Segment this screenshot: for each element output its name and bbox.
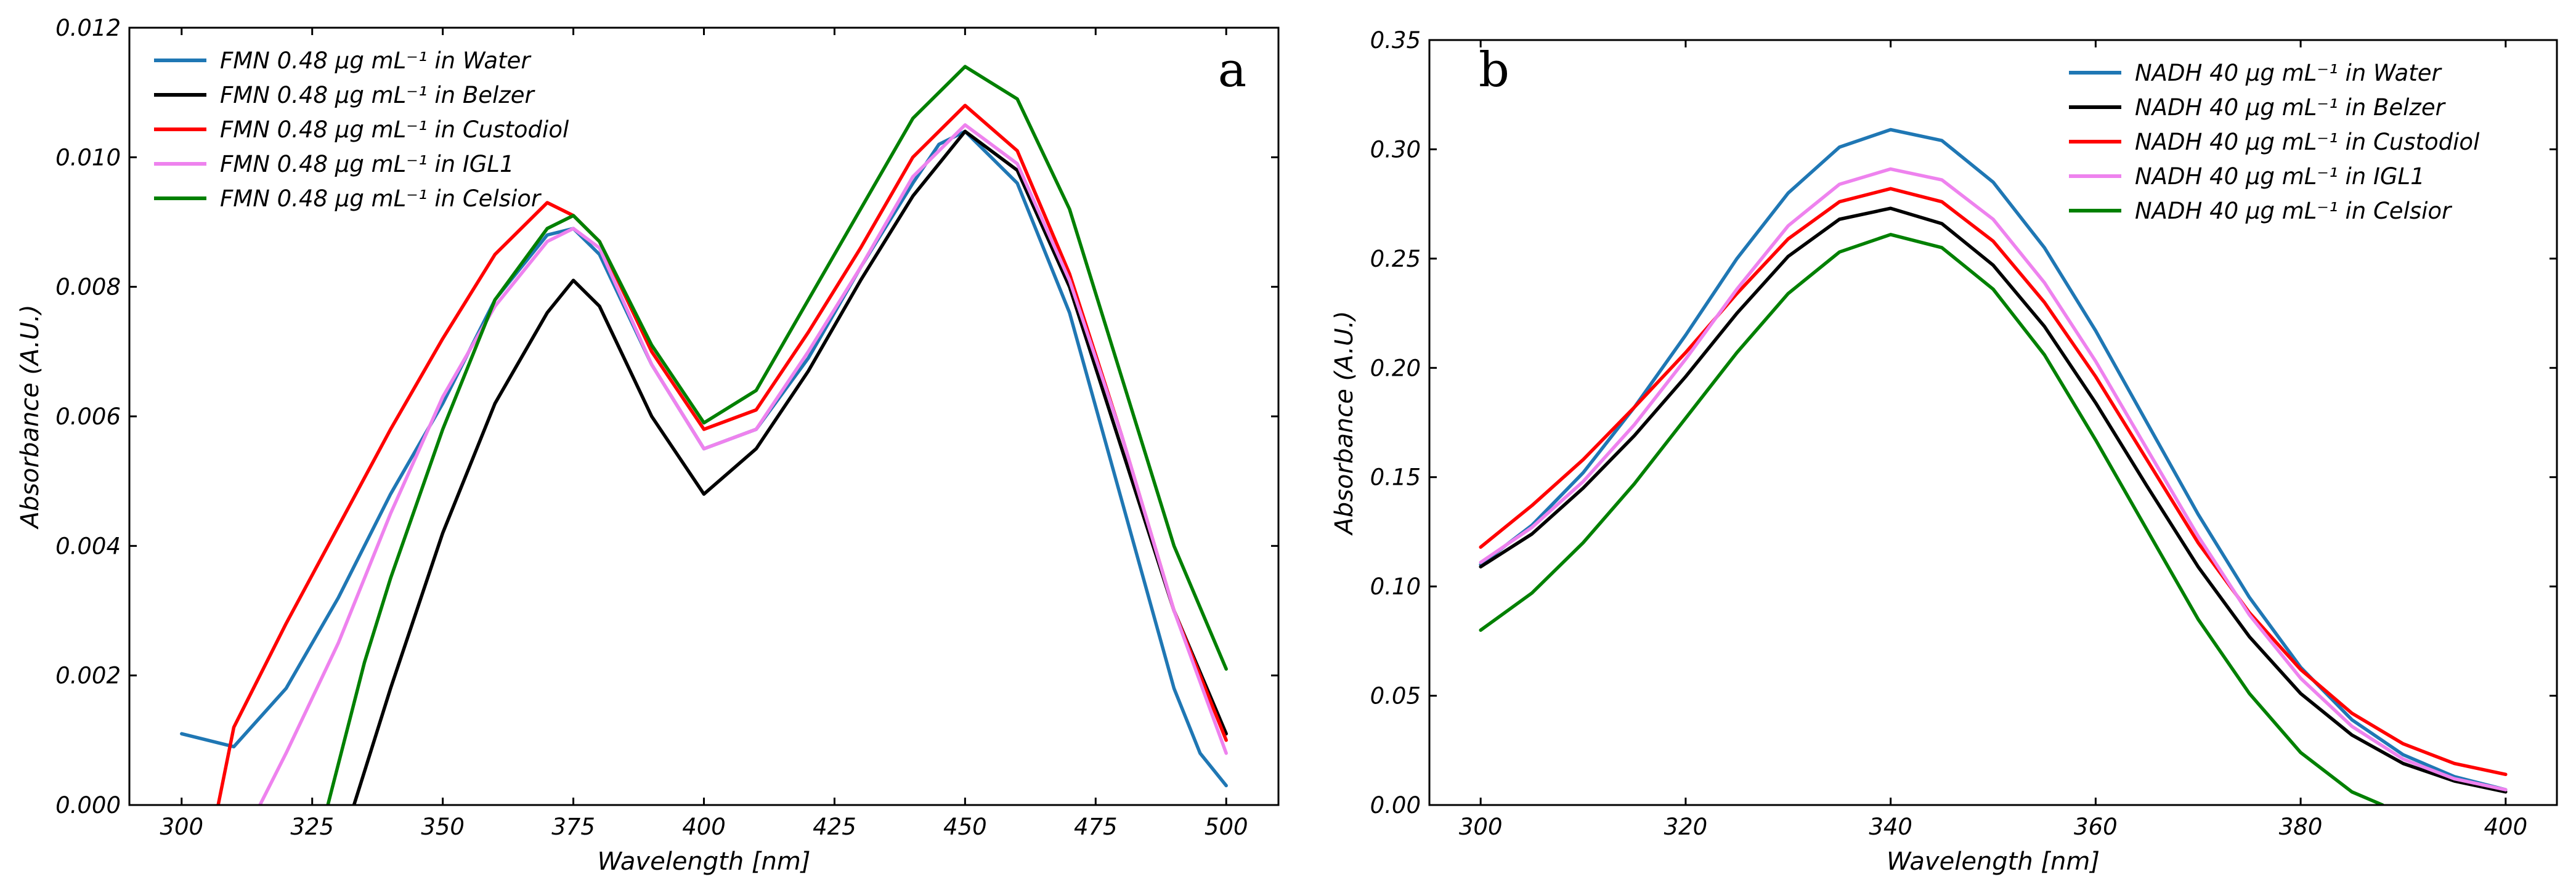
y-axis-title: Absorbance (A.U.) — [16, 304, 44, 530]
x-tick-label: 300 — [1459, 814, 1503, 840]
x-tick-label: 425 — [813, 814, 856, 840]
x-tick-label: 400 — [682, 814, 726, 840]
legend-label-2: NADH 40 μg mL⁻¹ in Belzer — [2135, 94, 2447, 121]
legend-label-3: FMN 0.48 μg mL⁻¹ in Custodiol — [220, 116, 569, 143]
legend: NADH 40 μg mL⁻¹ in Water NADH 40 μg mL⁻¹ … — [2069, 60, 2480, 224]
y-tick-label: 0.25 — [1370, 246, 1421, 272]
x-axis-title: Wavelength [nm] — [1887, 848, 2100, 876]
plot-frame — [128, 26, 1280, 806]
y-tick-label: 0.10 — [1370, 573, 1421, 600]
series-line-5 — [1479, 233, 2384, 805]
y-tick-label: 0.000 — [55, 792, 121, 819]
series-line-2 — [352, 129, 1228, 805]
y-tick-label: 0.002 — [55, 663, 121, 689]
series-line-2 — [1479, 206, 2508, 794]
series-group — [180, 65, 1228, 805]
legend-label-1: FMN 0.48 μg mL⁻¹ in Water — [220, 47, 532, 74]
panel-letter: a — [1218, 42, 1247, 98]
series-line-4 — [1479, 167, 2508, 791]
x-tick-label: 475 — [1074, 814, 1118, 840]
y-tick-label: 0.008 — [55, 274, 121, 301]
legend-label-5: NADH 40 μg mL⁻¹ in Celsior — [2135, 198, 2453, 224]
legend-label-5: FMN 0.48 μg mL⁻¹ in Celsior — [220, 185, 542, 212]
x-tick-label: 340 — [1869, 814, 1912, 840]
y-tick-label: 0.20 — [1370, 355, 1421, 381]
legend-label-3: NADH 40 μg mL⁻¹ in Custodiol — [2135, 129, 2480, 155]
x-tick-label: 500 — [1205, 814, 1248, 840]
x-axis-title: Wavelength [nm] — [598, 848, 811, 876]
legend-label-2: FMN 0.48 μg mL⁻¹ in Belzer — [220, 82, 535, 108]
plot-frame — [1428, 39, 2558, 806]
y-tick-label: 0.010 — [55, 144, 121, 171]
x-tick-label: 375 — [551, 814, 595, 840]
x-tick-label: 350 — [421, 814, 465, 840]
series-line-1 — [180, 129, 1228, 788]
x-tick-label: 380 — [2279, 814, 2323, 840]
series-line-3 — [1479, 187, 2508, 777]
y-tick-label: 0.00 — [1370, 792, 1421, 819]
y-tick-label: 0.006 — [55, 403, 121, 430]
series-line-4 — [258, 123, 1228, 805]
y-tick-label: 0.30 — [1370, 136, 1421, 163]
x-tick-label: 360 — [2074, 814, 2118, 840]
y-axis-title: Absorbance (A.U.) — [1330, 310, 1359, 536]
y-tick-label: 0.05 — [1370, 683, 1421, 710]
x-tick-label: 400 — [2484, 814, 2528, 840]
legend-label-4: NADH 40 μg mL⁻¹ in IGL1 — [2135, 163, 2425, 190]
legend-label-1: NADH 40 μg mL⁻¹ in Water — [2135, 60, 2442, 86]
series-line-5 — [326, 65, 1228, 805]
y-tick-label: 0.004 — [55, 533, 121, 559]
chart-panel-b: 300 320 340 360 380 400 0.00 0.05 0.10 0.15 0.20 0.… — [1330, 27, 2558, 876]
legend-label-4: FMN 0.48 μg mL⁻¹ in IGL1 — [220, 151, 514, 177]
y-tick-label: 0.012 — [55, 15, 121, 41]
panel-letter: b — [1479, 42, 1509, 98]
x-tick-label: 300 — [160, 814, 203, 840]
series-line-3 — [216, 103, 1228, 805]
x-tick-label: 320 — [1664, 814, 1708, 840]
x-tick-label: 325 — [290, 814, 334, 840]
legend: FMN 0.48 μg mL⁻¹ in Water FMN 0.48 μg mL⁻… — [154, 47, 569, 212]
chart-panel-a: 300 325 350 375 400 425 450 475 500 0.000 0.002 0.0… — [16, 15, 1280, 876]
x-tick-label: 450 — [943, 814, 987, 840]
y-tick-label: 0.15 — [1370, 464, 1421, 491]
series-group — [1479, 127, 2508, 805]
y-tick-label: 0.35 — [1370, 27, 1421, 54]
series-line-1 — [1479, 127, 2508, 791]
